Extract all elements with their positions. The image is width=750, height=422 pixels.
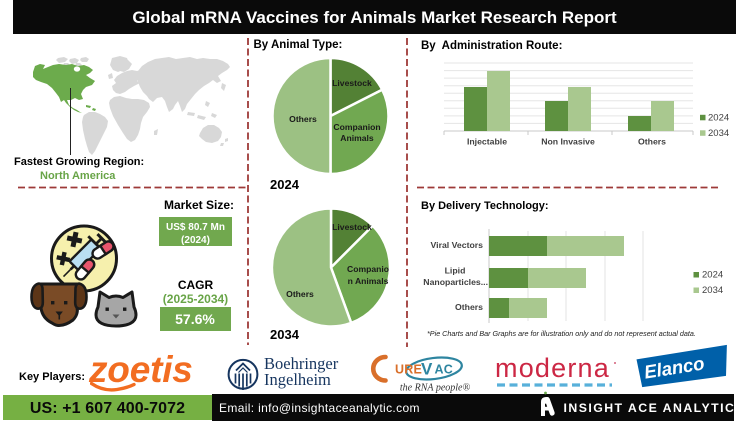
svg-text:URE: URE [395,363,422,377]
svg-text:2024: 2024 [708,112,729,123]
svg-text:2034: 2034 [708,128,729,139]
svg-text:Viral Vectors: Viral Vectors [431,240,484,250]
svg-text:Others: Others [289,114,317,124]
svg-text:Injectable: Injectable [467,137,507,147]
svg-text:Companion: Companion [333,122,380,132]
svg-text:Others: Others [455,302,483,312]
svg-text:the RNA people®: the RNA people® [400,383,470,394]
svg-text:2034: 2034 [702,285,723,296]
svg-text:Livestock: Livestock [332,222,372,232]
svg-text:Livestock: Livestock [332,78,372,88]
svg-text:n Animals: n Animals [348,276,389,286]
svg-text:Lipid: Lipid [445,266,466,276]
svg-text:Non Invasive: Non Invasive [541,137,595,147]
svg-text:Nanoparticles...: Nanoparticles... [423,277,488,287]
svg-text:Animals: Animals [340,133,374,143]
svg-text:Companio: Companio [347,264,389,274]
svg-text:Others: Others [286,289,314,299]
svg-text:Others: Others [638,137,666,147]
svg-text:AC: AC [435,363,453,377]
svg-text:V: V [421,360,433,379]
svg-text:2024: 2024 [702,270,723,281]
